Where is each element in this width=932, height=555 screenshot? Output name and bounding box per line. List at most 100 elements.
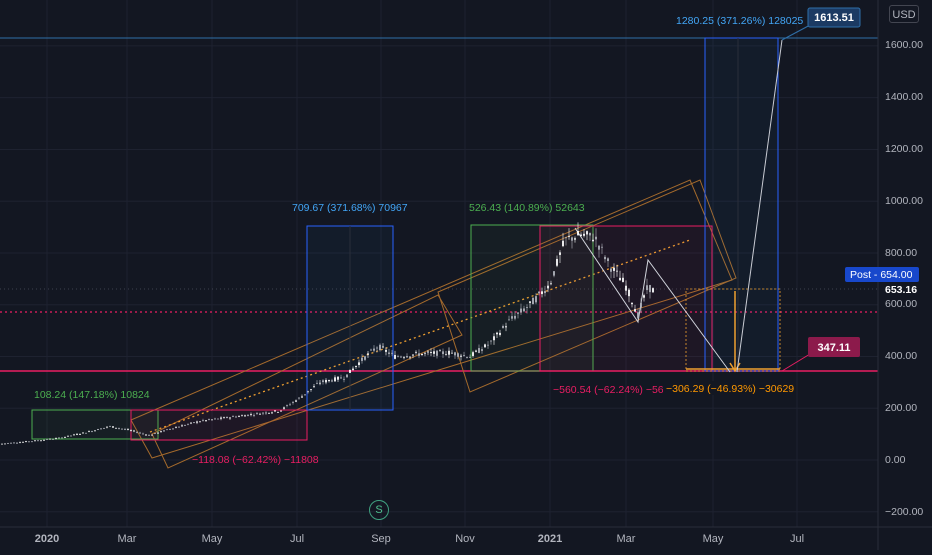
candle-down	[466, 356, 468, 358]
target-callout-line	[781, 23, 813, 41]
candle-down	[640, 302, 642, 308]
candle-down	[607, 258, 609, 262]
candle-down	[406, 356, 408, 358]
candle-down	[457, 353, 459, 357]
candle-down	[535, 296, 537, 303]
candle-up	[280, 410, 282, 412]
candle-down	[172, 428, 174, 430]
candle-up	[568, 236, 570, 237]
event-marker[interactable]: S	[369, 500, 389, 520]
candle-up	[529, 301, 531, 303]
candle-down	[514, 315, 516, 319]
target-price-label: 1613.51	[814, 12, 854, 24]
candle-down	[91, 431, 93, 432]
candle-up	[274, 410, 276, 412]
candle-down	[520, 308, 522, 313]
candle-up	[352, 368, 354, 371]
candle-up	[493, 336, 495, 341]
price-tick: 1200.00	[885, 143, 923, 155]
candle-down	[487, 344, 489, 346]
grid-lines	[0, 0, 878, 527]
candle-down	[469, 357, 471, 358]
candle-up	[547, 285, 549, 289]
price-tick: 0.00	[885, 454, 906, 466]
time-tick: Sep	[371, 533, 391, 545]
currency-button[interactable]: USD	[889, 5, 919, 23]
candle-up	[151, 434, 153, 436]
candle-up	[451, 352, 453, 354]
candle-up	[211, 419, 213, 421]
candle-down	[214, 418, 216, 420]
candle-down	[307, 390, 309, 393]
candle-up	[271, 412, 273, 414]
candle-down	[286, 405, 288, 407]
candle-down	[46, 438, 48, 440]
candle-up	[577, 230, 579, 236]
candle-down	[595, 236, 597, 240]
candle-down	[370, 349, 372, 351]
candle-down	[361, 357, 363, 361]
candle-down	[226, 416, 228, 419]
candle-up	[652, 288, 654, 293]
time-tick: Mar	[118, 533, 137, 545]
candle-up	[337, 376, 339, 380]
time-tick: Nov	[455, 533, 475, 545]
candle-down	[16, 442, 18, 444]
candle-up	[355, 365, 357, 367]
candle-up	[325, 379, 327, 383]
candle-up	[358, 362, 360, 365]
candle-down	[601, 246, 603, 248]
candle-down	[553, 271, 555, 276]
candle-up	[439, 350, 441, 352]
candle-down	[70, 435, 72, 437]
candle-down	[124, 429, 126, 430]
time-tick: May	[202, 533, 223, 545]
candle-down	[31, 441, 33, 443]
candle-down	[166, 429, 168, 431]
candle-up	[19, 442, 21, 444]
support-price-tag	[808, 337, 860, 357]
candle-down	[322, 380, 324, 383]
candle-up	[181, 425, 183, 427]
candle-up	[382, 346, 384, 348]
candle-up	[241, 415, 243, 417]
price-axis[interactable]: −200.00 0.00 200.00 400.00 600.00 800.00…	[885, 39, 923, 518]
candle-up	[205, 420, 207, 422]
candle-up	[175, 427, 177, 429]
candle-down	[478, 348, 480, 353]
candle-up	[583, 233, 585, 236]
candle-down	[217, 418, 219, 420]
candle-down	[304, 394, 306, 396]
time-tick: Jul	[790, 533, 804, 545]
candle-down	[202, 419, 204, 421]
candle-up	[40, 440, 42, 442]
candle-down	[58, 437, 60, 439]
candle-down	[262, 412, 264, 414]
candle-up	[82, 432, 84, 434]
candle-up	[319, 382, 321, 384]
upper-channel	[437, 179, 737, 393]
candle-down	[436, 350, 438, 356]
candle-up	[157, 432, 159, 434]
candle-up	[430, 352, 432, 354]
candle-down	[265, 412, 267, 414]
candle-up	[499, 332, 501, 335]
candle-down	[526, 307, 528, 308]
candle-down	[544, 291, 546, 294]
candle-up	[277, 411, 279, 413]
time-axis[interactable]: 2020 Mar May Jul Sep Nov 2021 Mar May Ju…	[35, 533, 804, 545]
measure-box-7	[704, 37, 779, 372]
candle-down	[121, 428, 123, 430]
target-projection-line	[736, 39, 783, 373]
channel-2	[151, 294, 463, 469]
post-price-label: Post - 654.00	[850, 269, 913, 281]
candle-down	[169, 428, 171, 430]
candle-up	[220, 417, 222, 419]
candle-up	[445, 354, 447, 356]
candle-up	[421, 353, 423, 356]
price-tick: 800.00	[885, 247, 917, 259]
candle-up	[616, 270, 618, 272]
candle-up	[133, 430, 135, 432]
